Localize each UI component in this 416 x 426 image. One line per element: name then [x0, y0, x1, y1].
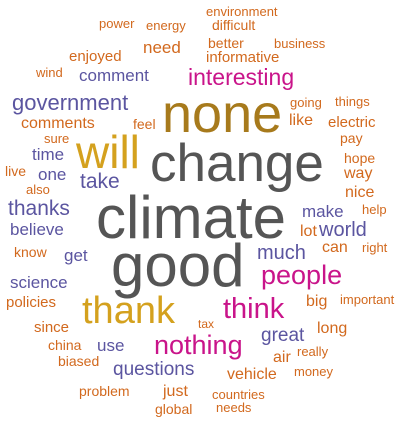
word-hope: hope [344, 150, 376, 166]
word-wind: wind [36, 65, 63, 80]
word-really: really [297, 344, 329, 359]
word-also: also [26, 182, 50, 197]
word-thank: thank [82, 290, 175, 332]
word-big: big [306, 293, 328, 310]
word-need: need [143, 38, 181, 57]
word-long: long [317, 320, 348, 337]
word-global: global [155, 401, 193, 417]
word-use: use [97, 336, 125, 355]
word-nothing: nothing [154, 330, 243, 360]
word-business: business [274, 36, 326, 51]
word-climate: climate [96, 184, 287, 251]
word-make: make [302, 202, 344, 221]
word-help: help [362, 202, 387, 217]
word-thanks: thanks [8, 197, 70, 220]
word-tax: tax [198, 317, 215, 331]
word-believe: believe [10, 220, 64, 239]
word-pay: pay [340, 130, 363, 146]
word-enjoyed: enjoyed [69, 48, 122, 65]
word-good: good [111, 232, 245, 299]
word-comments: comments [21, 115, 95, 132]
word-know: know [14, 244, 47, 260]
word-china: china [48, 337, 82, 353]
word-air: air [273, 349, 291, 366]
word-get: get [64, 246, 88, 265]
word-will: will [76, 126, 140, 178]
word-none: none [162, 84, 283, 144]
word-right: right [362, 240, 388, 255]
word-way: way [344, 165, 373, 182]
word-problem: problem [79, 383, 130, 399]
word-needs: needs [216, 400, 252, 415]
word-science: science [10, 273, 68, 292]
word-difficult: difficult [212, 17, 256, 33]
word-questions: questions [113, 359, 195, 380]
word-just: just [163, 383, 188, 400]
word-great: great [261, 325, 305, 346]
word-like: like [289, 112, 314, 129]
word-comment: comment [79, 66, 149, 85]
word-vehicle: vehicle [227, 366, 277, 383]
word-sure: sure [44, 131, 70, 146]
word-things: things [335, 94, 370, 109]
word-one: one [38, 165, 67, 184]
word-live: live [5, 163, 27, 179]
word-policies: policies [6, 294, 57, 311]
word-time: time [32, 145, 65, 164]
word-lot: lot [300, 223, 317, 240]
word-interesting: interesting [188, 64, 295, 90]
word-can: can [322, 239, 348, 256]
word-money: money [294, 364, 334, 379]
word-since: since [34, 319, 70, 336]
word-much: much [257, 242, 306, 264]
word-environment: environment [206, 4, 278, 19]
word-world: world [319, 219, 367, 241]
word-countries: countries [212, 387, 265, 402]
word-take: take [80, 170, 120, 193]
word-power: power [99, 16, 135, 31]
word-people: people [261, 260, 343, 290]
word-feel: feel [133, 116, 156, 132]
word-change: change [150, 134, 324, 193]
word-important: important [340, 292, 395, 307]
word-going: going [290, 95, 322, 110]
word-nice: nice [345, 184, 375, 201]
word-better: better [208, 35, 244, 51]
word-electric: electric [328, 114, 376, 131]
word-energy: energy [146, 18, 186, 33]
word-government: government [12, 90, 129, 115]
word-think: think [223, 293, 285, 325]
word-biased: biased [58, 353, 100, 369]
word-informative: informative [206, 49, 280, 66]
